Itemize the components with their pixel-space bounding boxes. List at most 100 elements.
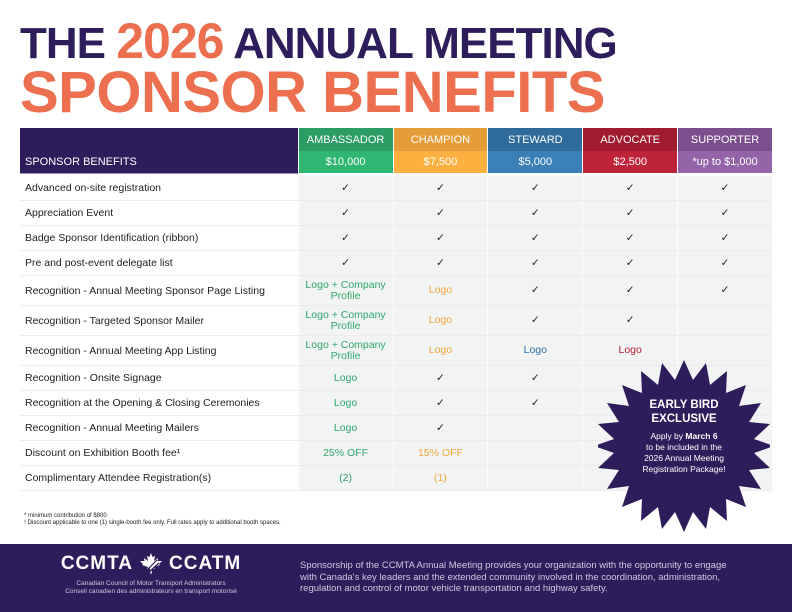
benefit-value: 15% OFF [393, 441, 488, 465]
tier-header-ambassador: AMBASSADOR $10,000 [298, 128, 393, 174]
logo-text-en: CCMTA [60, 553, 133, 574]
benefit-label: Recognition - Annual Meeting Mailers [25, 422, 199, 434]
check-icon: ✓ [583, 201, 678, 225]
check-icon: ✓ [583, 226, 678, 250]
footnote-2: ¹ Discount applicable to one (1) single-… [24, 520, 281, 526]
check-icon: ✓ [583, 306, 678, 335]
benefit-value: Logo [298, 391, 393, 415]
tier-name: STEWARD [488, 128, 583, 151]
check-icon: ✓ [488, 251, 583, 275]
benefit-label: Recognition at the Opening & Closing Cer… [25, 397, 260, 409]
check-icon: ✓ [393, 201, 488, 225]
benefit-label: Advanced on-site registration [25, 182, 161, 194]
check-icon: ✓ [488, 176, 583, 200]
benefit-label: Discount on Exhibition Booth fee¹ [25, 447, 181, 459]
logo-subtitle-en: Canadian Council of Motor Transport Admi… [76, 580, 226, 587]
logo-text-fr: CCATM [169, 553, 242, 574]
check-icon: ✓ [393, 251, 488, 275]
check-icon: ✓ [393, 176, 488, 200]
tier-name: AMBASSADOR [298, 128, 393, 151]
table-header: SPONSOR BENEFITS AMBASSADOR $10,000 CHAM… [20, 128, 772, 174]
badge-line-2: to be included in the [645, 442, 723, 452]
benefit-label: Complimentary Attendee Registration(s) [25, 472, 212, 484]
table-row: Recognition - Annual Meeting App Listing… [20, 336, 772, 366]
check-icon: ✓ [393, 226, 488, 250]
benefit-value: Logo [298, 366, 393, 390]
benefit-value: Logo [583, 336, 678, 365]
check-icon: ✓ [488, 391, 583, 415]
badge-deadline: March 6 [685, 431, 718, 441]
benefit-label: Badge Sponsor Identification (ribbon) [25, 232, 199, 244]
check-icon: ✓ [393, 366, 488, 390]
ccmta-logo: CCMTA CCATM Canadian Council of Motor Tr… [40, 548, 262, 596]
title-year: 2026 [116, 13, 224, 69]
table-row: Recognition - Annual Meeting Sponsor Pag… [20, 276, 772, 306]
check-icon: ✓ [678, 176, 772, 200]
check-icon: ✓ [583, 276, 678, 305]
check-icon: ✓ [298, 226, 393, 250]
early-bird-badge: EARLY BIRD EXCLUSIVE Apply by March 6 to… [598, 398, 770, 475]
tier-header-advocate: ADVOCATE $2,500 [583, 128, 678, 174]
title-prefix: THE [20, 19, 106, 68]
check-icon: ✓ [488, 226, 583, 250]
check-icon: ✓ [298, 176, 393, 200]
table-row: Recognition - Onsite Signage Logo ✓ ✓ [20, 366, 772, 391]
benefit-value [488, 441, 583, 465]
check-icon: ✓ [583, 251, 678, 275]
tier-name: SUPPORTER [678, 128, 772, 151]
badge-apply-prefix: Apply by [650, 431, 684, 441]
benefit-label: Recognition - Annual Meeting App Listing [25, 344, 217, 357]
benefit-label: Recognition - Onsite Signage [25, 372, 162, 384]
title-line-1: THE 2026 ANNUAL MEETING [20, 13, 618, 69]
check-icon: ✓ [488, 276, 583, 305]
benefit-value: Logo [298, 416, 393, 440]
tier-price: $2,500 [583, 151, 678, 173]
tier-header-steward: STEWARD $5,000 [488, 128, 583, 174]
check-icon: ✓ [678, 201, 772, 225]
badge-body: Apply by March 6 to be included in the 2… [598, 431, 770, 475]
maple-leaf-icon [140, 553, 162, 574]
check-icon: ✓ [298, 201, 393, 225]
check-icon: ✓ [488, 306, 583, 335]
benefit-value: Logo + Company Profile [298, 276, 393, 305]
footnotes: * minimum contribution of $800 ¹ Discoun… [24, 513, 281, 527]
footnote-1: * minimum contribution of $800 [24, 513, 107, 519]
check-icon: ✓ [488, 366, 583, 390]
benefit-value [678, 306, 772, 335]
logo-subtitle-fr: Conseil canadien des administrateurs en … [65, 588, 237, 595]
tier-price: $5,000 [488, 151, 583, 173]
tier-name: CHAMPION [393, 128, 488, 151]
tier-price: $10,000 [298, 151, 393, 173]
benefit-value: Logo + Company Profile [298, 336, 393, 365]
benefit-label: Recognition - Targeted Sponsor Mailer [25, 314, 204, 327]
badge-heading-2: EXCLUSIVE [651, 413, 717, 425]
check-icon: ✓ [678, 226, 772, 250]
table-row: Appreciation Event ✓ ✓ ✓ ✓ ✓ [20, 201, 772, 226]
check-icon: ✓ [393, 391, 488, 415]
badge-heading-1: EARLY BIRD [649, 399, 719, 411]
title-line-2: SPONSOR BENEFITS [20, 60, 605, 125]
table-row: Badge Sponsor Identification (ribbon) ✓ … [20, 226, 772, 251]
tier-price: $7,500 [393, 151, 488, 173]
check-icon: ✓ [393, 416, 488, 440]
benefit-value: (1) [393, 466, 488, 490]
check-icon: ✓ [678, 276, 772, 305]
table-row: Advanced on-site registration ✓ ✓ ✓ ✓ ✓ [20, 176, 772, 201]
title-suffix: ANNUAL MEETING [233, 19, 618, 68]
tier-name: ADVOCATE [583, 128, 678, 151]
benefit-value [678, 336, 772, 365]
benefit-value [488, 416, 583, 440]
footer-blurb: Sponsorship of the CCMTA Annual Meeting … [300, 560, 727, 594]
benefit-label: Recognition - Annual Meeting Sponsor Pag… [25, 284, 265, 297]
benefit-value: Logo [393, 276, 488, 305]
footer-band [0, 544, 792, 612]
benefit-value: Logo [393, 306, 488, 335]
benefit-value: Logo + Company Profile [298, 306, 393, 335]
check-icon: ✓ [488, 201, 583, 225]
benefit-label: Appreciation Event [25, 207, 114, 219]
starburst-badge-icon [598, 360, 770, 532]
benefit-value: (2) [298, 466, 393, 490]
benefit-value: Logo [393, 336, 488, 365]
benefit-value: Logo [488, 336, 583, 365]
badge-line-3: 2026 Annual Meeting [644, 453, 724, 463]
